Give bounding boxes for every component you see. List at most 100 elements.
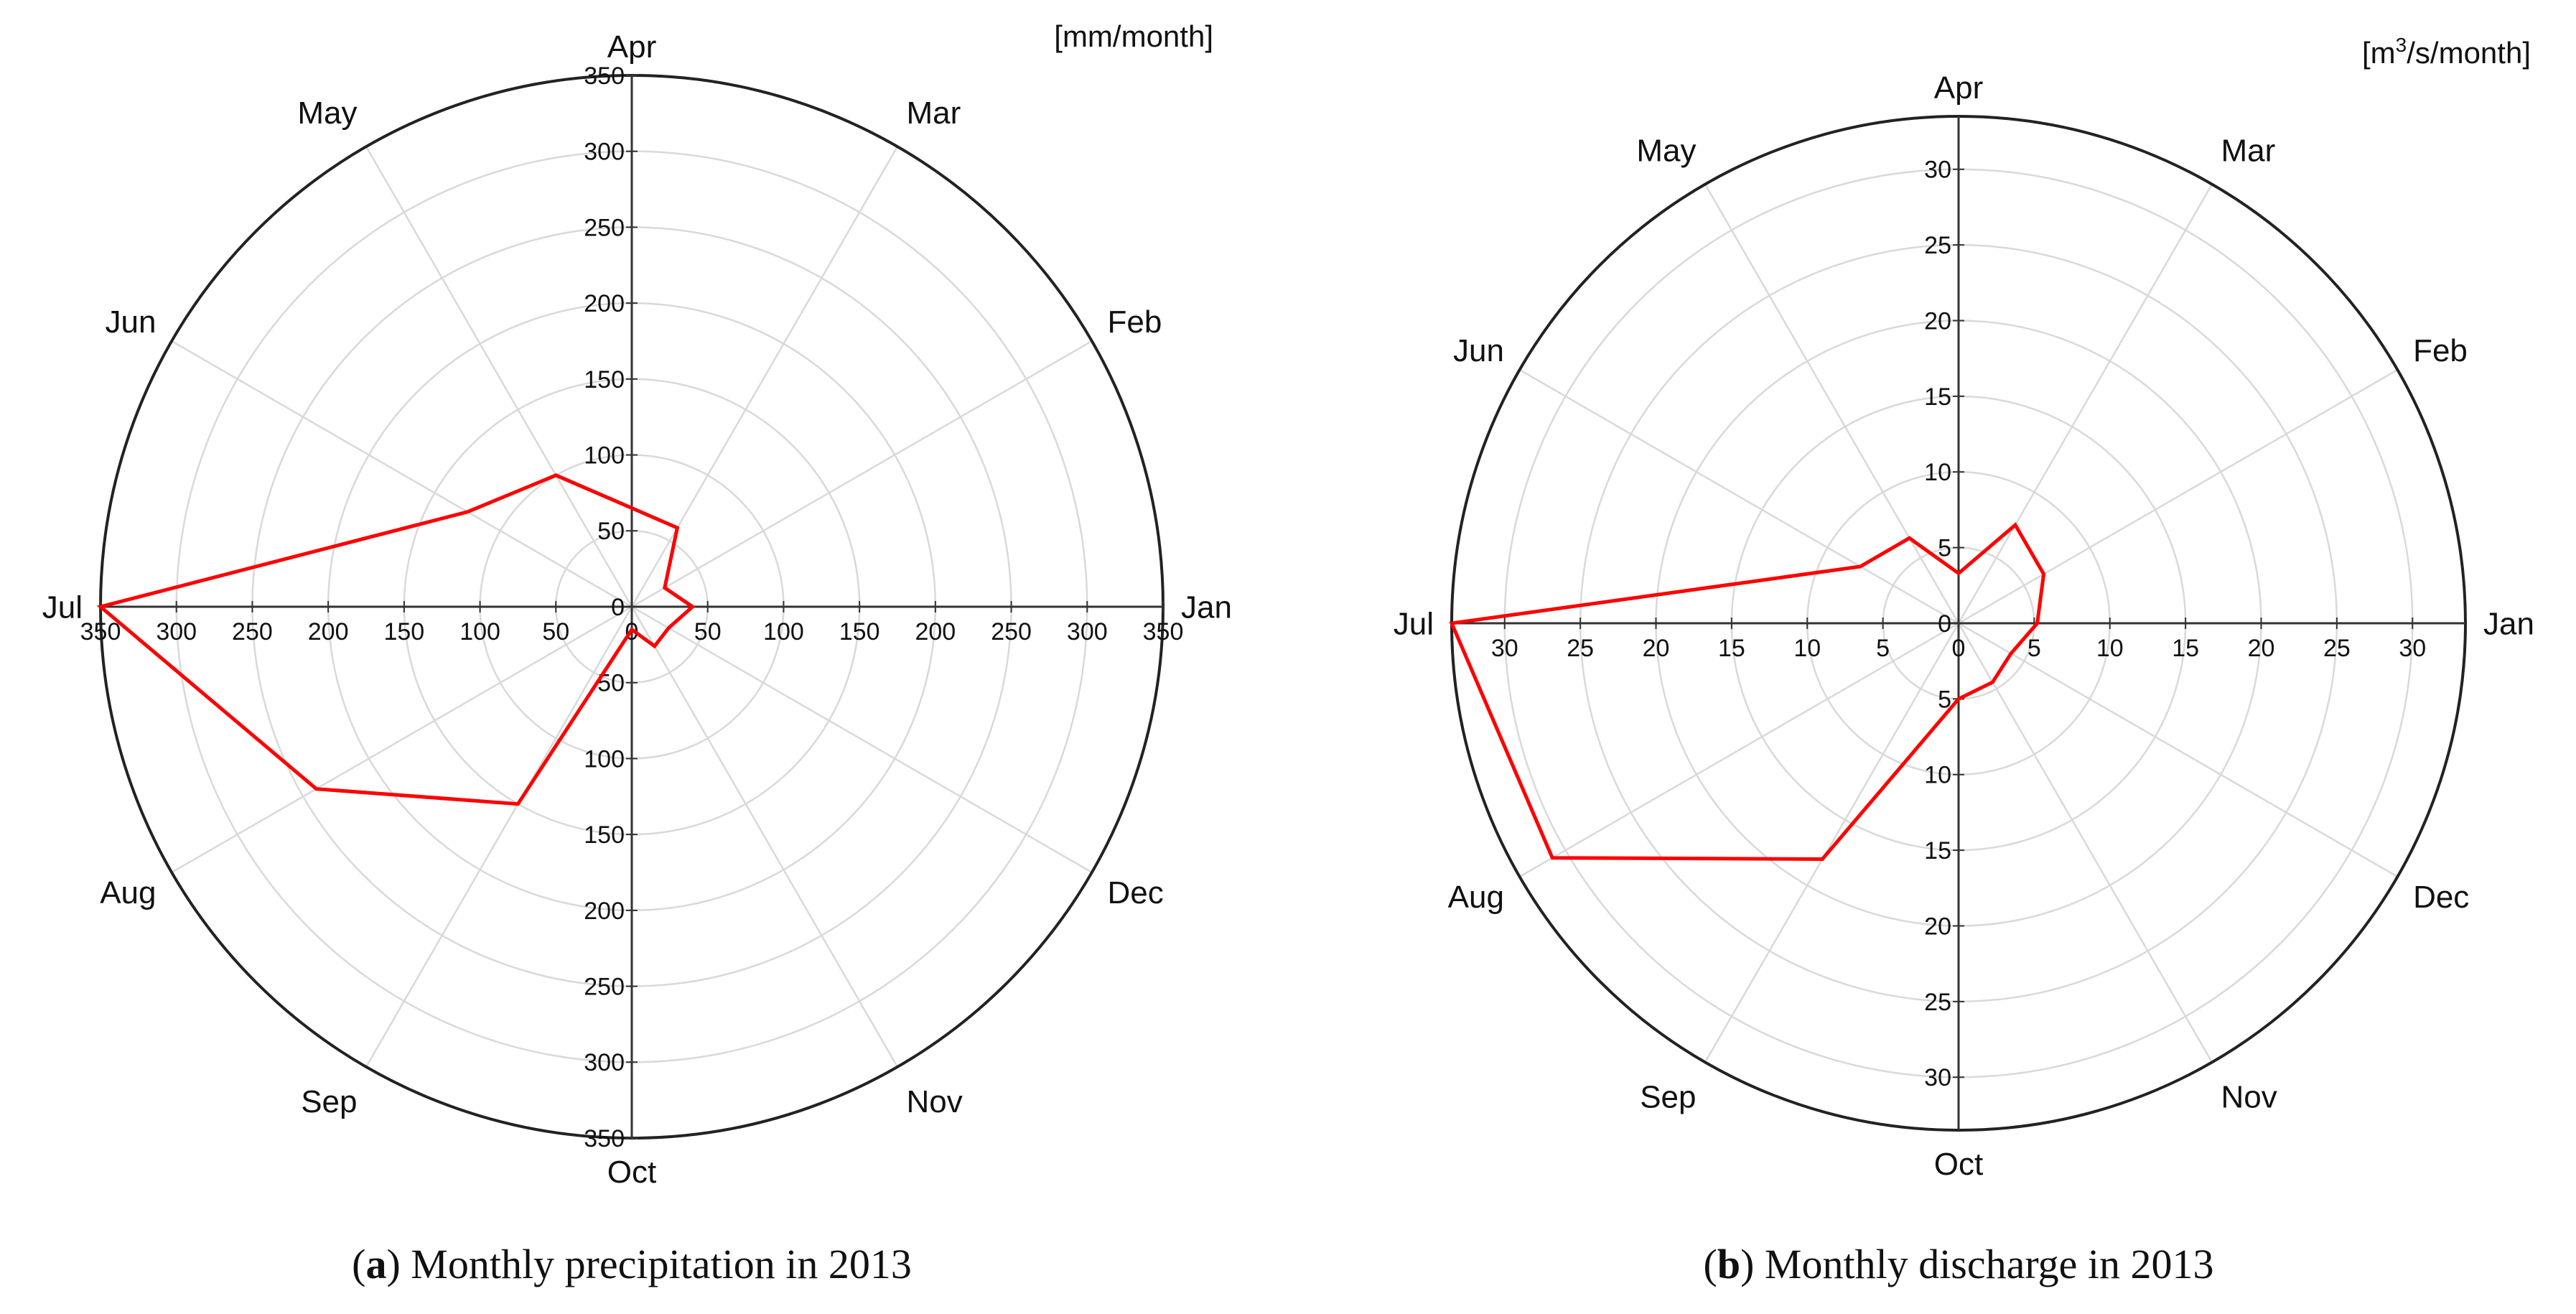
- tick-label: 150: [839, 618, 880, 646]
- grid-spoke: [631, 605, 1093, 874]
- month-label-jul: Jul: [1394, 606, 1434, 641]
- tick-label: 350: [584, 1125, 625, 1152]
- tick-label: 15: [2172, 635, 2199, 662]
- grid-spoke: [1958, 622, 2399, 878]
- grid-spoke: [1704, 183, 1960, 624]
- tick-label: 30: [1924, 157, 1951, 184]
- tick-label: 150: [383, 618, 424, 646]
- month-label-sep: Sep: [1640, 1079, 1696, 1114]
- month-label-oct: Oct: [607, 1155, 656, 1190]
- tick-label: 0: [611, 594, 625, 621]
- tick-label: 200: [308, 618, 349, 646]
- month-label-jan: Jan: [1181, 590, 1232, 625]
- month-label-aug: Aug: [1448, 880, 1504, 915]
- tick-label: 100: [584, 442, 625, 469]
- tick-label: 350: [584, 62, 625, 90]
- tick-label: 100: [584, 745, 625, 773]
- month-label-may: May: [1636, 133, 1696, 168]
- tick-label: 10: [1924, 459, 1951, 486]
- grid-spoke: [1957, 183, 2213, 624]
- tick-label: 5: [1876, 635, 1890, 662]
- month-label-apr: Apr: [607, 29, 656, 65]
- tick-label: 50: [694, 618, 722, 646]
- tick-label: 300: [1067, 618, 1108, 646]
- series-line: [1449, 522, 2046, 862]
- month-label-oct: Oct: [1934, 1147, 1983, 1182]
- tick-label: 300: [156, 618, 197, 646]
- tick-label: 50: [597, 518, 625, 545]
- tick-label: 20: [2248, 635, 2275, 662]
- month-label-may: May: [297, 95, 357, 131]
- tick-label: 10: [2096, 635, 2124, 662]
- tick-label: 20: [1643, 635, 1670, 662]
- grid-spoke: [1957, 623, 2213, 1063]
- tick-label: 150: [584, 366, 625, 393]
- tick-label: 350: [1143, 618, 1184, 646]
- tick-label: 350: [80, 618, 121, 646]
- month-label-aug: Aug: [100, 875, 156, 910]
- month-label-apr: Apr: [1934, 70, 1983, 106]
- tick-label: 100: [763, 618, 804, 646]
- caption: (a) Monthly precipitation in 2013: [352, 1241, 912, 1287]
- tick-label: 30: [1491, 635, 1518, 662]
- tick-label: 10: [1793, 635, 1821, 662]
- month-label-jul: Jul: [42, 590, 83, 625]
- tick-label: 0: [1952, 635, 1966, 662]
- month-label-dec: Dec: [2413, 880, 2469, 915]
- tick-label: 15: [1924, 837, 1951, 865]
- tick-label: 30: [1924, 1064, 1951, 1091]
- tick-label: 200: [584, 898, 625, 925]
- tick-label: 25: [1924, 232, 1951, 259]
- tick-label: 150: [584, 821, 625, 849]
- tick-label: 25: [2323, 635, 2351, 662]
- grid-spoke: [1704, 623, 1960, 1063]
- tick-label: 200: [915, 618, 956, 646]
- tick-label: 50: [542, 618, 569, 646]
- tick-label: 10: [1924, 762, 1951, 789]
- grid-spoke: [365, 606, 633, 1068]
- tick-label: 300: [584, 139, 625, 166]
- month-label-sep: Sep: [301, 1084, 357, 1119]
- grid-spoke: [171, 340, 633, 608]
- tick-label: 250: [991, 618, 1032, 646]
- tick-label: 250: [584, 214, 625, 241]
- tick-label: 0: [1938, 610, 1951, 638]
- tick-label: 5: [1938, 686, 1951, 713]
- tick-label: 20: [1924, 307, 1951, 335]
- tick-label: 15: [1924, 383, 1951, 411]
- grid-spoke: [631, 340, 1093, 608]
- tick-label: 30: [2399, 635, 2426, 662]
- caption: (b) Monthly discharge in 2013: [1703, 1241, 2213, 1287]
- month-label-jun: Jun: [1453, 333, 1504, 368]
- month-label-mar: Mar: [2221, 133, 2276, 168]
- tick-label: 100: [459, 618, 500, 646]
- tick-label: 300: [584, 1049, 625, 1076]
- grid-spoke: [1958, 368, 2399, 625]
- month-label-nov: Nov: [907, 1084, 963, 1119]
- tick-label: 200: [584, 290, 625, 317]
- grid-spoke: [1518, 368, 1959, 625]
- tick-label: 5: [1938, 535, 1951, 562]
- month-label-feb: Feb: [1108, 304, 1162, 340]
- grid-spoke: [171, 605, 633, 874]
- grid-spoke: [630, 146, 899, 607]
- month-label-nov: Nov: [2221, 1079, 2277, 1114]
- month-label-jun: Jun: [106, 304, 157, 340]
- grid-spoke: [1518, 622, 1959, 878]
- tick-label: 250: [232, 618, 273, 646]
- month-label-jan: Jan: [2483, 606, 2534, 641]
- month-label-dec: Dec: [1108, 875, 1164, 910]
- grid-spoke: [630, 606, 899, 1068]
- month-label-feb: Feb: [2413, 333, 2468, 368]
- tick-label: 250: [584, 973, 625, 1000]
- tick-label: 20: [1924, 913, 1951, 940]
- grid-spoke: [365, 146, 633, 607]
- tick-label: 25: [1924, 989, 1951, 1016]
- unit-label: [m3/s/month]: [2362, 34, 2531, 70]
- tick-label: 15: [1718, 635, 1745, 662]
- tick-label: 5: [2027, 635, 2041, 662]
- tick-label: 25: [1567, 635, 1594, 662]
